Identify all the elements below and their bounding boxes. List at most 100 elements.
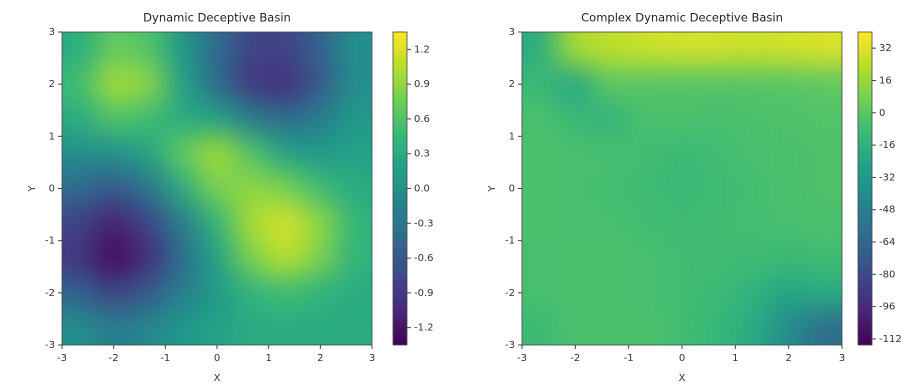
y-tick-label: -2: [505, 288, 515, 299]
heatmap-cell: [734, 135, 772, 172]
x-tick-label: 0: [214, 353, 220, 364]
heatmap-cell: [199, 205, 235, 242]
heatmap-cell: [522, 101, 559, 137]
heatmap-cell: [199, 32, 235, 68]
heatmap-cell: [337, 240, 372, 276]
heatmap-cell: [164, 66, 201, 103]
heatmap-cell: [592, 32, 630, 68]
y-axis-label: Y: [487, 185, 498, 193]
heatmap-cell: [95, 309, 132, 345]
heatmap-cell: [557, 205, 594, 242]
colorbar-tick-label: 0: [879, 108, 885, 119]
heatmap-cell: [557, 135, 594, 172]
x-tick-label: -3: [517, 353, 527, 364]
x-tick-label: -1: [160, 353, 170, 364]
heatmap-cell: [592, 101, 630, 137]
y-tick-label: 0: [509, 184, 515, 195]
heatmap-cell: [268, 274, 304, 311]
heatmap-cell: [734, 309, 772, 345]
y-tick-label: -1: [505, 236, 515, 247]
heatmap-cell: [734, 240, 772, 276]
heatmap-cell: [164, 274, 201, 311]
heatmap-cell: [805, 135, 842, 172]
y-axis-label: Y: [27, 185, 38, 193]
heatmap-cell: [268, 101, 304, 137]
heatmap-cell: [268, 32, 304, 68]
heatmap-cell: [522, 309, 559, 345]
heatmap-cell: [805, 32, 842, 68]
colorbar: [392, 31, 408, 346]
heatmap-cell: [770, 101, 807, 137]
colorbar-tick-label: 0.3: [414, 149, 430, 160]
heatmap-cell: [663, 240, 701, 276]
heatmap-cell: [557, 274, 594, 311]
heatmap-cell: [592, 274, 630, 311]
x-tick-label: 2: [785, 353, 791, 364]
heatmap-cell: [663, 170, 701, 207]
heatmap-cell: [62, 309, 97, 345]
heatmap-cell: [770, 170, 807, 207]
x-tick-label: 3: [369, 353, 375, 364]
heatmap-cell: [268, 309, 304, 345]
heatmap-cell: [302, 32, 339, 68]
heatmap-cell: [268, 66, 304, 103]
colorbar-tick-label: 0.6: [414, 114, 430, 125]
y-tick-label: -1: [45, 236, 55, 247]
heatmap-cell: [95, 170, 132, 207]
heatmap-cell: [233, 66, 270, 103]
heatmap-cell: [199, 135, 235, 172]
colorbar-tick-label: 0.9: [414, 79, 430, 90]
heatmap-cell: [770, 240, 807, 276]
heatmap-cell: [734, 66, 772, 103]
heatmap-cell: [522, 170, 559, 207]
x-tick-label: 1: [732, 353, 738, 364]
heatmap-cell: [62, 32, 97, 68]
colorbar: [857, 31, 873, 346]
heatmap-cell: [770, 32, 807, 68]
x-tick-label: -1: [624, 353, 634, 364]
heatmap-cell: [734, 274, 772, 311]
y-tick-label: 1: [509, 131, 515, 142]
heatmap-cell: [302, 66, 339, 103]
heatmap-cell: [337, 32, 372, 68]
heatmap-cell: [199, 101, 235, 137]
heatmap-cell: [522, 240, 559, 276]
heatmap-cell: [805, 240, 842, 276]
heatmap-cell: [592, 170, 630, 207]
y-tick-label: -2: [45, 288, 55, 299]
heatmap-cell: [805, 309, 842, 345]
heatmap-cell: [268, 170, 304, 207]
heatmap-cell: [663, 101, 701, 137]
colorbar-tick-label: -32: [879, 172, 895, 183]
y-tick-label: 1: [49, 131, 55, 142]
colorbar-tick-label: -16: [879, 140, 895, 151]
heatmap-cell: [805, 274, 842, 311]
colorbar-tick-label: -0.3: [414, 218, 434, 229]
heatmap-cell: [62, 240, 97, 276]
heatmap-cell: [95, 66, 132, 103]
y-tick-label: 2: [49, 79, 55, 90]
heatmap-cell: [95, 135, 132, 172]
colorbar-tick-label: -1.2: [414, 323, 434, 334]
heatmap-cell: [770, 66, 807, 103]
heatmap-cell: [628, 240, 665, 276]
heatmap-cell: [699, 274, 736, 311]
colorbar-tick-label: -0.9: [414, 288, 434, 299]
heatmap-cell: [199, 274, 235, 311]
heatmap-cell: [62, 66, 97, 103]
heatmap-cell: [62, 274, 97, 311]
heatmap-cell: [557, 32, 594, 68]
heatmap-cell: [734, 205, 772, 242]
heatmap-cell: [699, 170, 736, 207]
heatmap-cell: [233, 240, 270, 276]
plot-area: [62, 32, 372, 345]
heatmap-cell: [233, 205, 270, 242]
heatmap-cell: [199, 170, 235, 207]
heatmap-cell: [95, 101, 132, 137]
heatmap-cell: [199, 240, 235, 276]
heatmap-cell: [233, 135, 270, 172]
x-tick-label: 0: [679, 353, 685, 364]
heatmap-cell: [268, 240, 304, 276]
heatmap-cell: [770, 135, 807, 172]
